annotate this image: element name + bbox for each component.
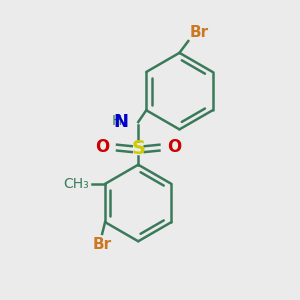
Text: S: S [131,139,145,158]
Text: N: N [114,113,129,131]
Text: CH₃: CH₃ [63,177,89,191]
Text: O: O [167,138,181,156]
Text: Br: Br [93,237,112,252]
Text: H: H [112,114,122,128]
Text: O: O [95,138,109,156]
Text: Br: Br [190,25,209,40]
